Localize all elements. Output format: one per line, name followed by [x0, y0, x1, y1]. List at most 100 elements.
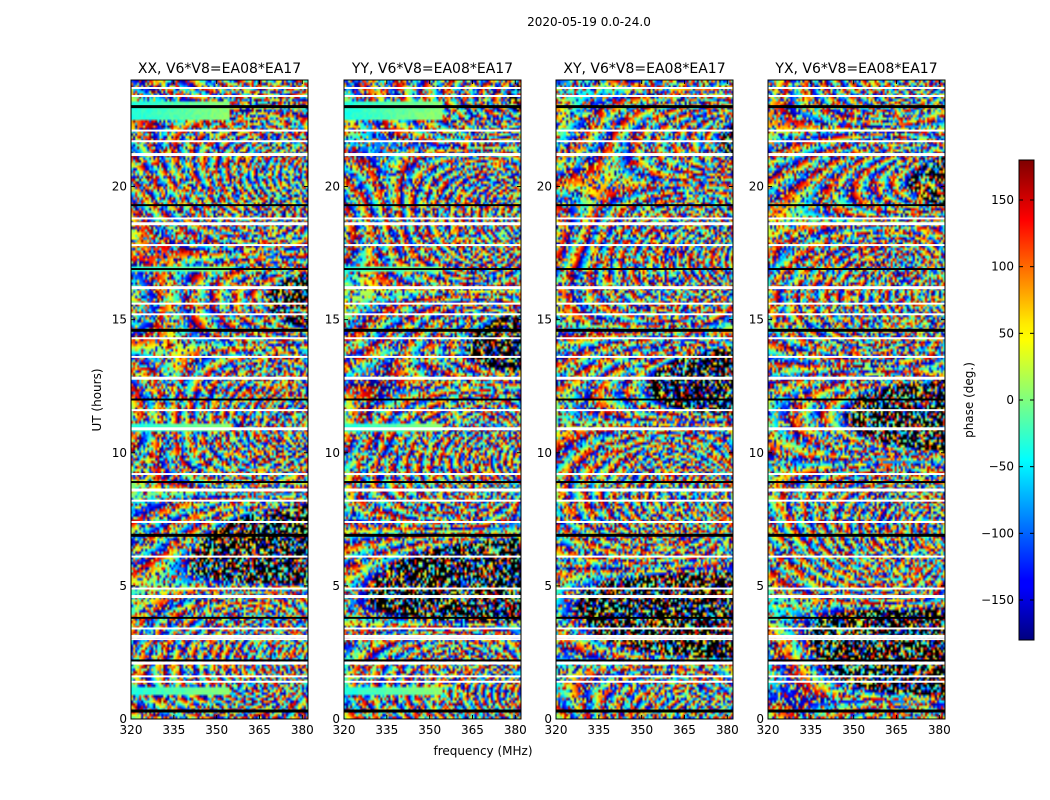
flagged-row — [768, 488, 945, 492]
flagged-row — [131, 680, 308, 683]
flagged-row — [768, 661, 945, 665]
flagged-row — [344, 313, 521, 316]
flagged-row — [768, 627, 945, 630]
flagged-row — [556, 105, 733, 109]
flagged-row — [556, 94, 733, 97]
flagged-row — [768, 659, 945, 662]
colorbar-ticks: −150 −100 −50 0 50 100 150 — [981, 193, 1034, 607]
flagged-row — [768, 204, 945, 207]
flagged-row — [556, 302, 733, 305]
flagged-row — [131, 709, 308, 713]
flagged-row — [768, 337, 945, 340]
y-tick-label: 15 — [112, 313, 127, 327]
x-tick-label: 350 — [630, 723, 653, 737]
colorbar-tick-label: −50 — [989, 460, 1014, 474]
y-tick-label: 0 — [119, 712, 127, 726]
flagged-row — [344, 302, 521, 305]
panel-title: XY, V6*V8=EA08*EA17 — [563, 61, 725, 77]
flagged-row — [344, 627, 521, 630]
panel-frame — [343, 79, 522, 720]
y-tick-label: 20 — [749, 180, 764, 194]
x-tick-label: 365 — [461, 723, 484, 737]
flagged-row — [131, 313, 308, 316]
panel-frame — [555, 79, 734, 720]
flagged-row — [344, 659, 521, 662]
y-tick-label: 5 — [544, 579, 552, 593]
flagged-row — [556, 473, 733, 476]
flagged-row — [131, 286, 308, 290]
x-tick-label: 365 — [248, 723, 271, 737]
flagged-row — [768, 129, 945, 132]
flagged-row — [344, 675, 521, 678]
flagged-row — [556, 268, 733, 271]
flagged-row — [344, 499, 521, 502]
flagged-row — [344, 286, 521, 290]
panel-0: XX, V6*V8=EA08*EA17 320 335 350 365 380 0 5 10 15… — [112, 61, 314, 737]
flagged-row — [768, 616, 945, 619]
flagged-row — [344, 709, 521, 713]
panels: XX, V6*V8=EA08*EA17 320 335 350 365 380 0 5 10 15… — [112, 61, 951, 737]
panel-title: YX, V6*V8=EA08*EA17 — [774, 61, 937, 77]
flagged-row — [768, 286, 945, 290]
flagged-row — [131, 244, 308, 247]
flagged-row — [131, 499, 308, 502]
x-tick-label: 350 — [418, 723, 441, 737]
flagged-row — [556, 286, 733, 290]
y-tick-label: 5 — [119, 579, 127, 593]
y-tick-label: 5 — [756, 579, 764, 593]
flagged-row — [131, 555, 308, 558]
flagged-row — [768, 94, 945, 97]
y-tick-label: 0 — [332, 712, 340, 726]
flagged-row — [768, 244, 945, 247]
flagged-row — [768, 313, 945, 316]
flagged-row — [131, 659, 308, 662]
flagged-row — [768, 520, 945, 523]
colorbar-tick-label: 50 — [999, 326, 1014, 340]
x-tick-label: 350 — [205, 723, 228, 737]
flagged-row — [556, 488, 733, 492]
flagged-row — [556, 86, 733, 89]
colorbar-label: phase (deg.) — [962, 362, 976, 438]
flagged-row — [556, 661, 733, 665]
flagged-row — [344, 587, 521, 590]
flagged-row — [131, 217, 308, 220]
flagged-row — [768, 533, 945, 537]
x-tick-label: 380 — [291, 723, 314, 737]
x-tick-label: 350 — [842, 723, 865, 737]
flagged-row — [344, 328, 521, 332]
flagged-row — [344, 105, 521, 109]
flagged-row — [768, 499, 945, 502]
flagged-row — [344, 638, 521, 641]
flagged-row — [131, 473, 308, 476]
y-tick-label: 15 — [325, 313, 340, 327]
flagged-row — [131, 328, 308, 332]
flagged-row — [131, 661, 308, 665]
flagged-row — [556, 587, 733, 590]
flagged-row — [131, 355, 308, 358]
flagged-row — [768, 376, 945, 380]
flagged-row — [344, 217, 521, 220]
flagged-row — [131, 520, 308, 523]
flagged-row — [768, 86, 945, 89]
x-tick-label: 380 — [928, 723, 951, 737]
flagged-row — [344, 533, 521, 537]
flagged-row — [131, 94, 308, 97]
flagged-row — [556, 204, 733, 207]
flagged-row — [768, 268, 945, 271]
flagged-row — [556, 499, 733, 502]
x-tick-label: 335 — [587, 723, 610, 737]
colorbar-tick-label: 150 — [991, 193, 1014, 207]
flagged-row — [556, 481, 733, 484]
flagged-row — [768, 638, 945, 641]
flagged-row — [131, 627, 308, 630]
x-tick-label: 335 — [375, 723, 398, 737]
flagged-row — [556, 627, 733, 630]
flagged-row — [768, 355, 945, 358]
flagged-row — [131, 488, 308, 492]
y-tick-label: 10 — [112, 446, 127, 460]
colorbar-tick-label: −150 — [981, 593, 1014, 607]
flagged-row — [556, 634, 733, 638]
flagged-row — [344, 409, 521, 412]
panel-frame — [130, 79, 309, 720]
flagged-row — [768, 409, 945, 412]
